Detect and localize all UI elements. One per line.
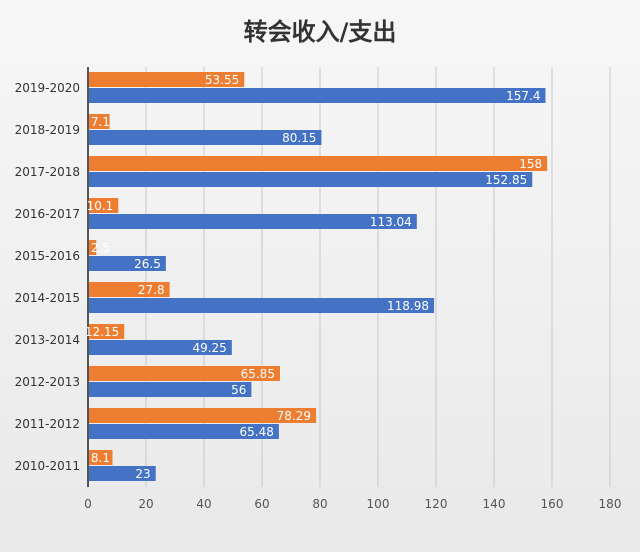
data-label: 27.8 bbox=[138, 283, 165, 297]
data-label: 49.25 bbox=[192, 341, 226, 355]
x-tick-label: 180 bbox=[599, 497, 622, 511]
y-tick-label: 2019-2020 bbox=[15, 81, 80, 95]
data-label: 12.15 bbox=[85, 325, 119, 339]
data-label: 65.85 bbox=[241, 367, 275, 381]
y-tick-label: 2014-2015 bbox=[15, 291, 80, 305]
bar-orange bbox=[89, 156, 548, 171]
bar-blue bbox=[89, 88, 546, 103]
bar-orange bbox=[89, 72, 245, 87]
x-tick-label: 100 bbox=[367, 497, 390, 511]
bar-blue bbox=[89, 172, 533, 187]
y-tick-label: 2015-2016 bbox=[15, 249, 80, 263]
chart-title: 转会收入/支出 bbox=[243, 18, 397, 46]
data-label: 80.15 bbox=[282, 131, 316, 145]
x-tick-label: 80 bbox=[312, 497, 327, 511]
x-tick-label: 0 bbox=[84, 497, 92, 511]
bar-blue bbox=[89, 382, 252, 397]
data-label: 152.85 bbox=[485, 173, 527, 187]
y-tick-label: 2018-2019 bbox=[15, 123, 80, 137]
data-label: 7.1 bbox=[91, 115, 110, 129]
y-tick-label: 2016-2017 bbox=[15, 207, 80, 221]
bar-blue bbox=[89, 130, 322, 145]
bar-blue bbox=[89, 256, 166, 271]
data-label: 158 bbox=[519, 157, 542, 171]
y-tick-label: 2012-2013 bbox=[15, 375, 80, 389]
data-label: 118.98 bbox=[387, 299, 429, 313]
bar-orange bbox=[89, 408, 317, 423]
bar-orange bbox=[89, 198, 119, 213]
x-tick-label: 140 bbox=[483, 497, 506, 511]
data-label: 78.29 bbox=[277, 409, 311, 423]
y-tick-label: 2013-2014 bbox=[15, 333, 80, 347]
bar-blue bbox=[89, 298, 435, 313]
data-label: 26.5 bbox=[134, 257, 161, 271]
data-label: 157.4 bbox=[506, 89, 540, 103]
bar-orange bbox=[89, 114, 110, 129]
data-label: 23 bbox=[135, 467, 150, 481]
bar-orange bbox=[89, 366, 280, 381]
bar-orange bbox=[89, 324, 125, 339]
y-tick-label: 2011-2012 bbox=[15, 417, 80, 431]
x-tick-label: 160 bbox=[541, 497, 564, 511]
bar-blue bbox=[89, 466, 156, 481]
data-label: 10.1 bbox=[87, 199, 114, 213]
bar-orange bbox=[89, 240, 97, 255]
x-tick-label: 40 bbox=[196, 497, 211, 511]
data-label: 2.5 bbox=[91, 241, 110, 255]
x-tick-label: 60 bbox=[254, 497, 269, 511]
bar-blue bbox=[89, 340, 232, 355]
data-label: 56 bbox=[231, 383, 246, 397]
x-tick-label: 20 bbox=[138, 497, 153, 511]
bar-blue bbox=[89, 214, 417, 229]
bar-orange bbox=[89, 450, 113, 465]
y-tick-label: 2017-2018 bbox=[15, 165, 80, 179]
data-label: 8.1 bbox=[91, 451, 110, 465]
y-tick-label: 2010-2011 bbox=[15, 459, 80, 473]
bar-blue bbox=[89, 424, 279, 439]
bar-orange bbox=[89, 282, 170, 297]
data-label: 65.48 bbox=[240, 425, 274, 439]
data-label: 53.55 bbox=[205, 73, 239, 87]
x-tick-label: 120 bbox=[425, 497, 448, 511]
data-label: 113.04 bbox=[370, 215, 412, 229]
